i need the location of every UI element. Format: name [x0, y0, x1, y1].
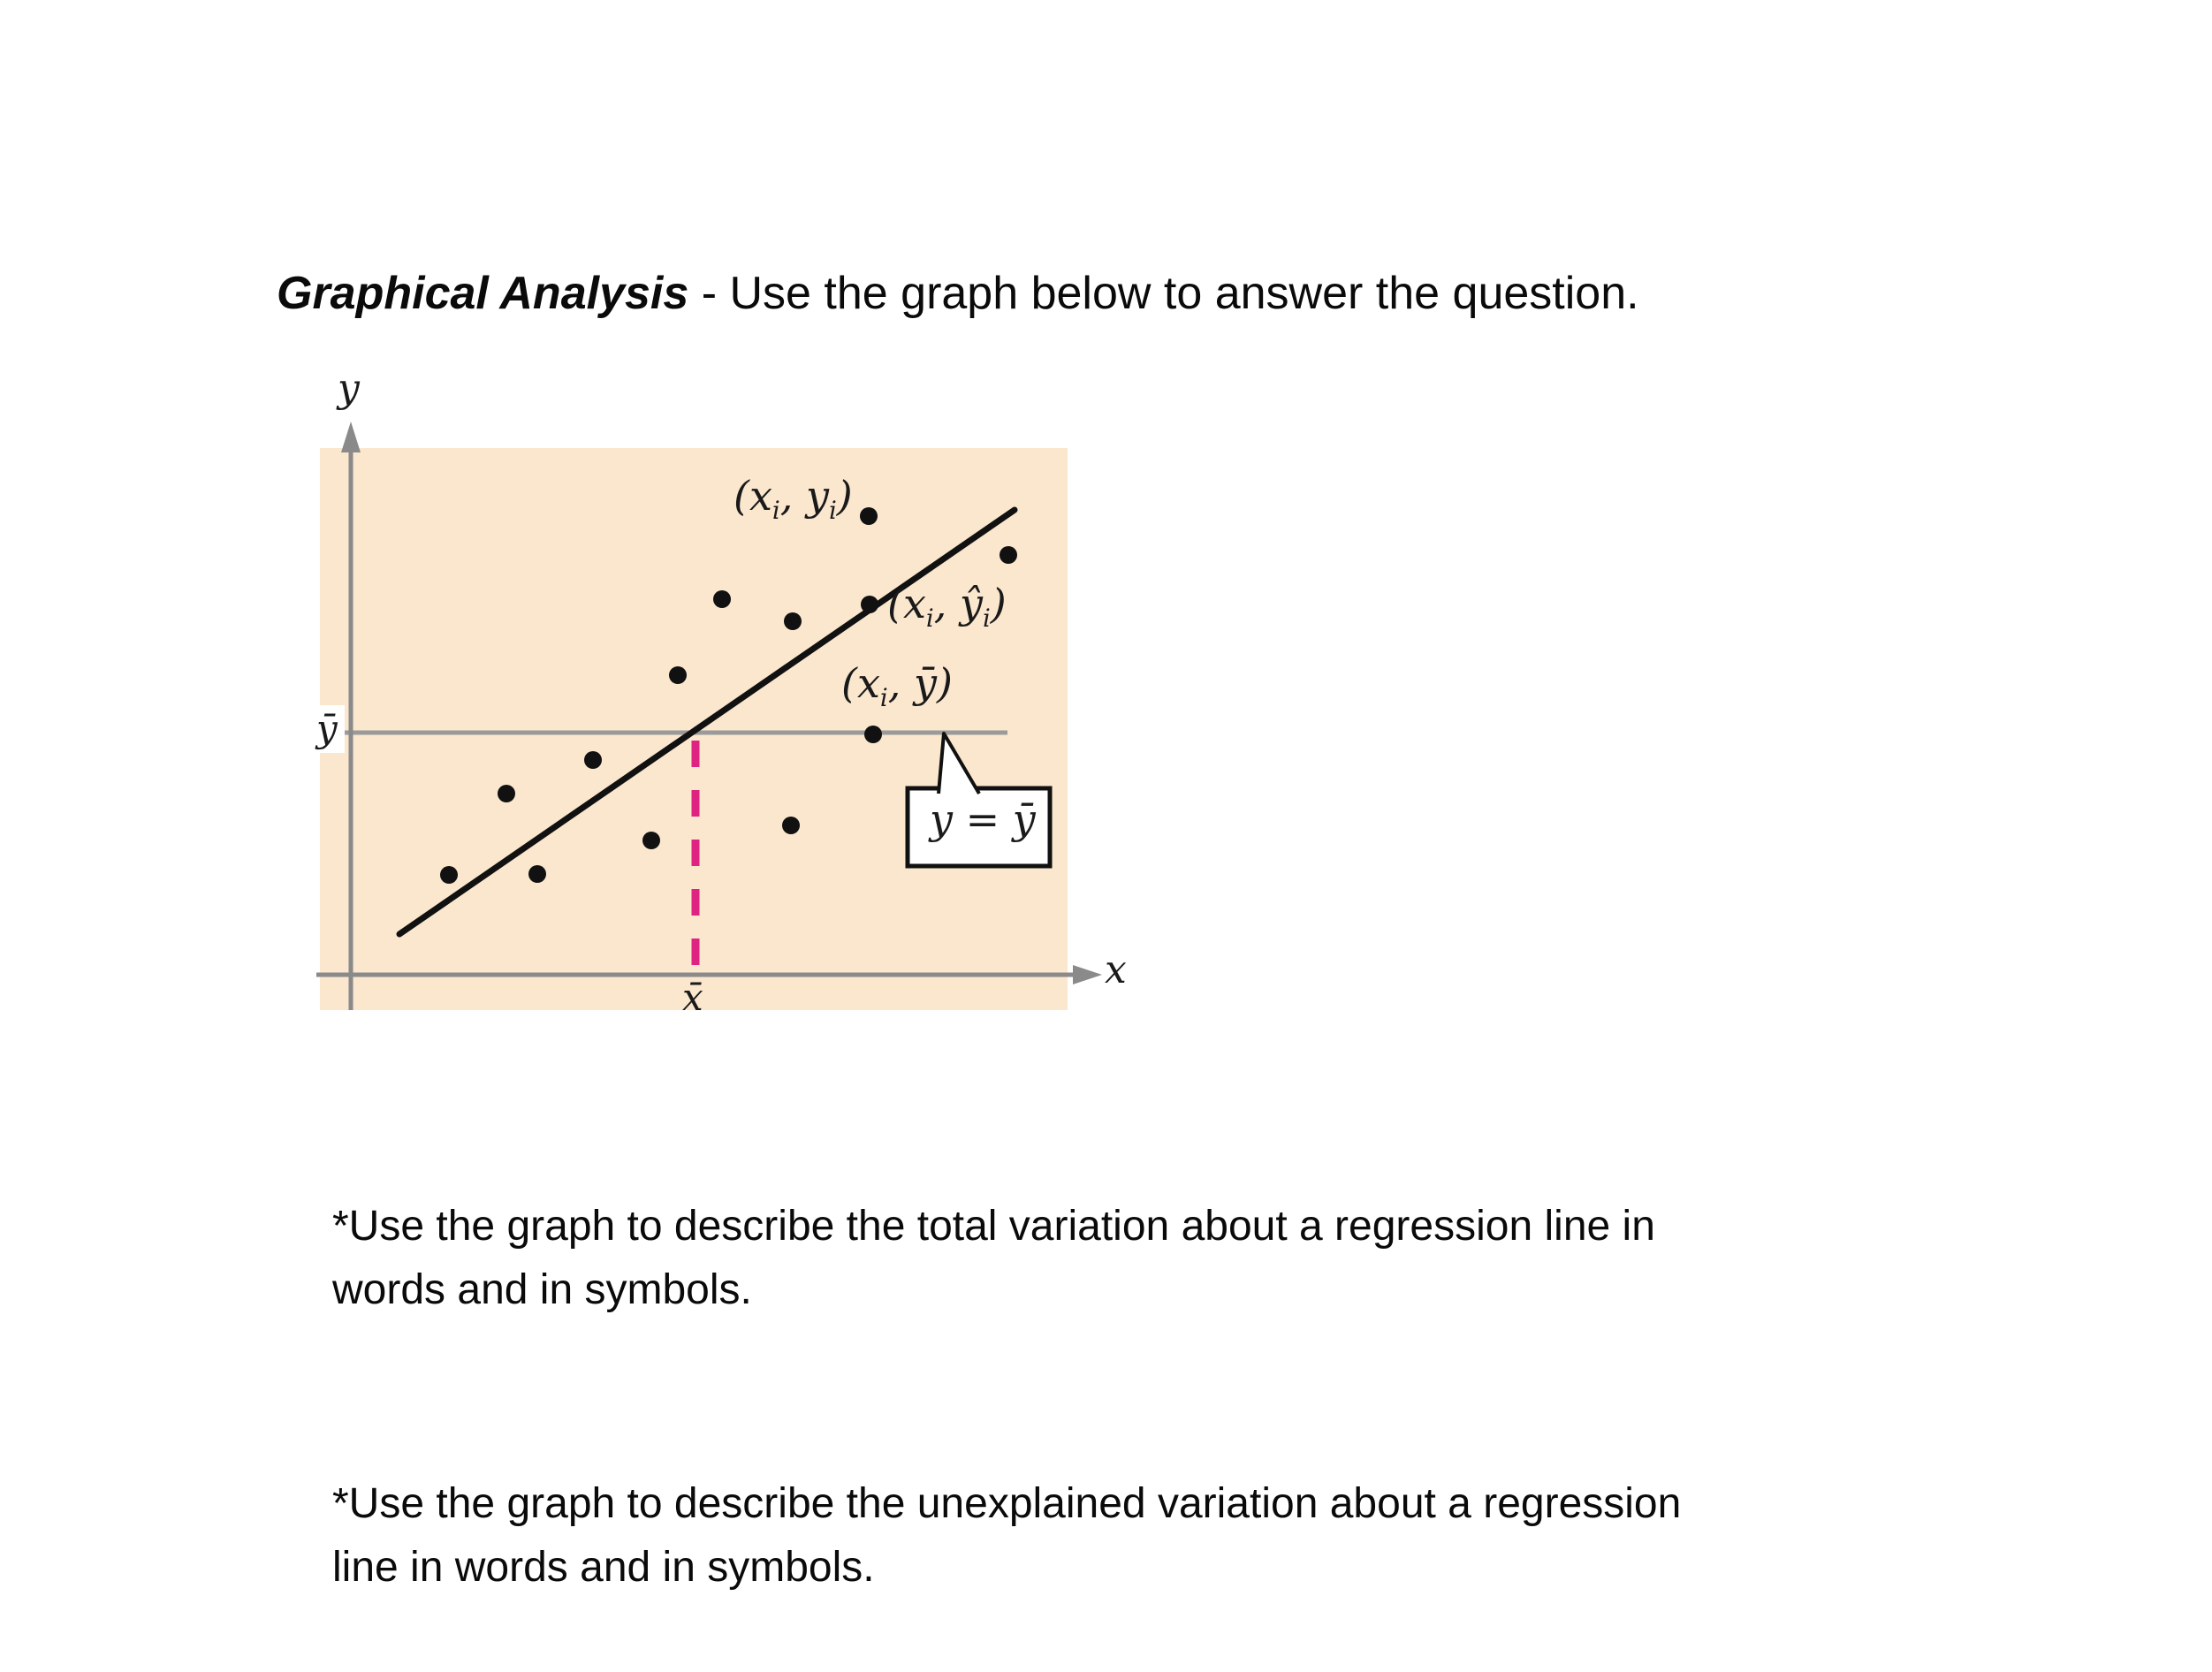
data-point	[498, 785, 515, 802]
data-point	[1000, 546, 1017, 564]
data-point	[864, 726, 882, 743]
callout-pointer	[937, 732, 981, 795]
title-emphasis: Graphical Analysis	[277, 268, 689, 319]
data-point	[860, 507, 878, 525]
data-point	[584, 751, 602, 769]
question-unexplained-variation: *Use the graph to describe the unexplain…	[332, 1480, 1682, 1591]
data-point	[669, 666, 687, 684]
page-title: Graphical Analysis - Use the graph below…	[277, 267, 1639, 320]
data-point	[440, 866, 458, 884]
data-point	[782, 817, 800, 834]
data-point	[861, 596, 878, 613]
callout-box	[905, 786, 1053, 869]
title-rest: - Use the graph below to answer the ques…	[688, 268, 1639, 319]
data-point	[784, 612, 802, 630]
data-point	[528, 865, 546, 883]
data-point	[642, 832, 660, 849]
regression-line	[396, 506, 1018, 938]
question-total-variation: *Use the graph to describe the total var…	[332, 1203, 1655, 1313]
y-axis-arrow	[341, 422, 361, 452]
x-axis-arrow	[1073, 965, 1102, 984]
data-point	[713, 590, 731, 608]
